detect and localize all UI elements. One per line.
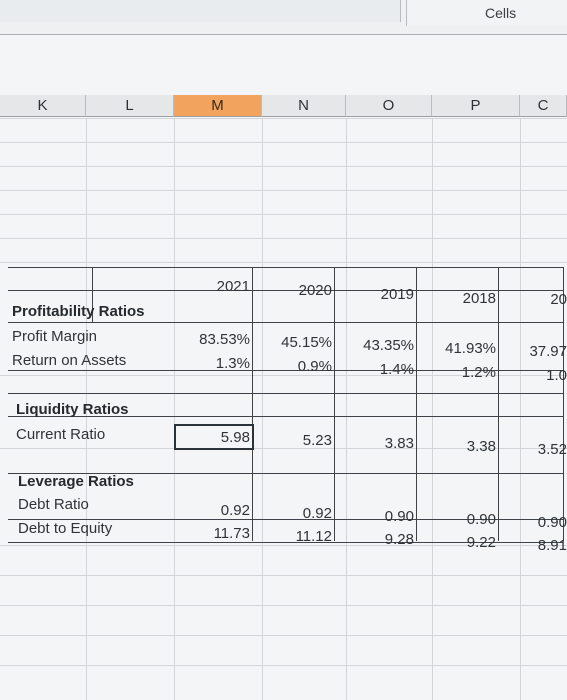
column-header-n[interactable]: N — [262, 95, 346, 117]
column-header-q[interactable]: C — [520, 95, 567, 117]
cell-debt-ratio-2021[interactable]: 0.92 — [220, 502, 250, 519]
selected-cell[interactable] — [174, 424, 254, 450]
table-border — [8, 542, 563, 543]
cell-return-on-assets-2018[interactable]: 1.2% — [461, 364, 496, 381]
year-header-2021: 2021 — [216, 278, 250, 295]
cell-profit-margin-2020[interactable]: 45.15% — [281, 334, 332, 351]
table-border — [8, 473, 563, 474]
table-border — [252, 267, 253, 541]
cell-current-ratio-2020[interactable]: 5.23 — [302, 432, 332, 449]
gridline — [0, 375, 567, 376]
year-header-2018: 2018 — [462, 290, 496, 307]
cell-debt-to-equity-2021[interactable]: 11.73 — [213, 525, 250, 542]
gridline — [0, 635, 567, 636]
ribbon-divider — [0, 34, 567, 35]
gridline — [0, 575, 567, 576]
table-border — [334, 267, 335, 541]
table-border — [8, 322, 563, 323]
year-header-2019: 2019 — [380, 286, 414, 303]
column-header-m[interactable]: M — [174, 95, 262, 117]
ribbon-left-panel[interactable] — [0, 0, 401, 22]
cell-current-ratio-2021[interactable]: 5.98 — [220, 429, 250, 446]
gridline — [0, 238, 567, 239]
ribbon: Cells — [0, 0, 567, 35]
gridline — [0, 118, 567, 119]
table-border — [8, 519, 563, 520]
cell-debt-ratio-2020[interactable]: 0.92 — [302, 505, 332, 522]
column-header-label: C — [537, 97, 549, 114]
gridline — [86, 118, 87, 700]
cell-debt-ratio-2019[interactable]: 0.90 — [384, 508, 414, 525]
worksheet-grid[interactable]: K L M N O P C — [0, 35, 567, 700]
row-label-debt-to-equity: Debt to Equity — [18, 520, 113, 537]
cell-return-on-assets-2020[interactable]: 0.9% — [297, 358, 332, 375]
gridline — [262, 118, 263, 700]
cell-return-on-assets-2019[interactable]: 1.4% — [379, 361, 414, 378]
column-header-l[interactable]: L — [86, 95, 174, 117]
gridline — [0, 448, 567, 449]
ribbon-cells-label: Cells — [485, 5, 517, 21]
cell-profit-margin-2019[interactable]: 43.35% — [363, 337, 414, 354]
cell-debt-to-equity-2018[interactable]: 9.22 — [466, 534, 496, 551]
cell-profit-margin-2017[interactable]: 37.97 — [529, 343, 567, 360]
table-border — [8, 370, 563, 371]
gridline — [0, 190, 567, 191]
table-border — [498, 267, 499, 541]
section-title-liquidity: Liquidity Ratios — [16, 401, 129, 418]
cell-current-ratio-2017[interactable]: 3.52 — [537, 441, 567, 458]
column-header-label: N — [298, 97, 309, 114]
ribbon-cells-group[interactable]: Cells — [406, 0, 567, 26]
table-border — [8, 267, 563, 268]
gridline — [346, 118, 347, 700]
column-header-k[interactable]: K — [0, 95, 86, 117]
section-title-leverage: Leverage Ratios — [18, 473, 134, 490]
cell-current-ratio-2018[interactable]: 3.38 — [466, 438, 496, 455]
gridline — [0, 214, 567, 215]
table-border — [8, 416, 563, 417]
column-header-o[interactable]: O — [346, 95, 432, 117]
gridline — [0, 262, 567, 263]
cell-profit-margin-2021[interactable]: 83.53% — [199, 331, 250, 348]
gridline — [0, 166, 567, 167]
column-header-label: M — [211, 97, 224, 114]
row-label-profit-margin: Profit Margin — [12, 328, 98, 345]
table-border — [8, 393, 563, 394]
table-border — [92, 267, 93, 322]
cell-current-ratio-2019[interactable]: 3.83 — [384, 435, 414, 452]
cell-debt-ratio-2018[interactable]: 0.90 — [466, 511, 496, 528]
row-label-debt-ratio: Debt Ratio — [18, 496, 89, 513]
gridline — [0, 545, 567, 546]
gridline — [0, 142, 567, 143]
table-border — [8, 290, 563, 291]
cell-debt-to-equity-2019[interactable]: 9.28 — [384, 531, 414, 548]
column-header-p[interactable]: P — [432, 95, 520, 117]
column-header-label: L — [125, 97, 134, 114]
column-header-label: P — [470, 97, 481, 114]
column-header-label: K — [37, 97, 48, 114]
year-header-2020: 2020 — [298, 282, 332, 299]
cell-debt-to-equity-2020[interactable]: 11.12 — [295, 528, 332, 545]
cell-return-on-assets-2021[interactable]: 1.3% — [215, 355, 250, 372]
column-header-label: O — [382, 97, 395, 114]
cell-return-on-assets-2017[interactable]: 1.0 — [546, 367, 567, 384]
gridline — [432, 118, 433, 700]
gridline — [520, 118, 521, 700]
gridline — [174, 118, 175, 700]
table-border — [416, 267, 417, 541]
cell-profit-margin-2018[interactable]: 41.93% — [445, 340, 496, 357]
table-border — [563, 267, 564, 541]
year-header-2017: 20 — [550, 291, 567, 308]
gridline — [0, 665, 567, 666]
section-title-profitability: Profitability Ratios — [12, 303, 145, 320]
cell-debt-ratio-2017[interactable]: 0.90 — [537, 514, 567, 531]
cell-debt-to-equity-2017[interactable]: 8.91 — [537, 537, 567, 554]
gridline — [0, 605, 567, 606]
row-label-return-on-assets: Return on Assets — [12, 352, 127, 369]
row-label-current-ratio: Current Ratio — [16, 426, 106, 443]
